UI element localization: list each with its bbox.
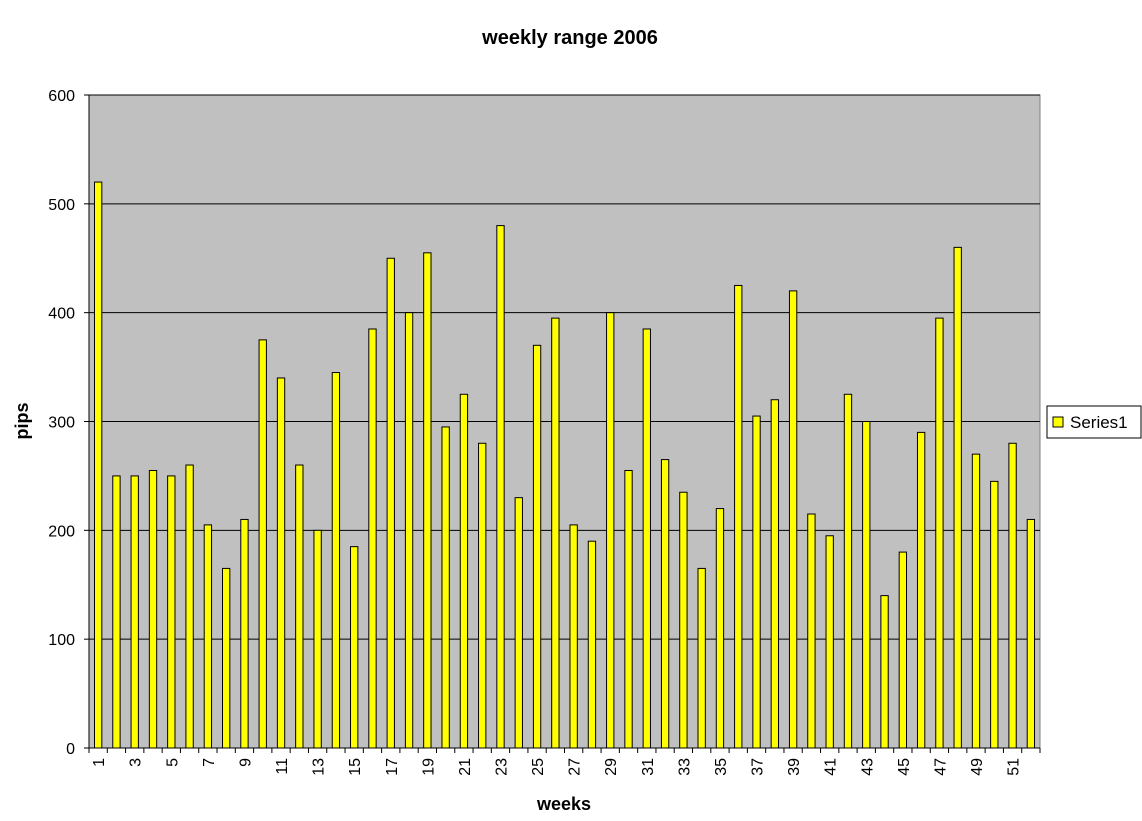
bar-week-14: [331, 372, 341, 749]
bar-week-23: [496, 225, 505, 749]
bar-week-46: [916, 431, 926, 749]
bar-week-37: [752, 415, 761, 749]
x-tick-label: 47: [932, 758, 949, 776]
bar-week-47: [935, 317, 944, 749]
x-tick-label: 45: [896, 758, 913, 776]
x-tick-label: 51: [1006, 758, 1023, 776]
bar-week-2: [112, 475, 121, 749]
bar-week-21: [459, 393, 469, 749]
bar-week-1: [93, 181, 103, 749]
bar-week-22: [478, 442, 487, 749]
bar-week-32: [660, 459, 670, 749]
x-tick-label: 33: [676, 758, 693, 776]
x-tick-label: 41: [823, 758, 840, 776]
y-tick-label: 500: [48, 197, 75, 214]
y-tick-label: 200: [48, 523, 75, 540]
x-tick-label: 21: [457, 758, 474, 776]
x-tick-label: 27: [567, 758, 584, 776]
bar-week-49: [971, 453, 981, 749]
bar-week-34: [697, 567, 706, 749]
bar-week-28: [587, 540, 597, 749]
x-tick-label: 39: [786, 758, 803, 776]
bar-week-41: [825, 535, 834, 749]
x-tick-label: 11: [274, 758, 291, 775]
bar-week-26: [551, 317, 560, 749]
x-tick-label: 19: [420, 758, 437, 776]
x-tick-label: 49: [969, 758, 986, 776]
x-tick-label: 37: [750, 758, 767, 776]
bar-week-39: [788, 290, 798, 749]
bar-week-50: [990, 480, 999, 749]
y-tick-label: 0: [66, 741, 75, 758]
bars: [93, 181, 1036, 749]
bar-week-11: [276, 377, 286, 749]
x-tick-label: 17: [384, 758, 401, 776]
x-tick-label: 13: [311, 758, 328, 776]
x-tick-label: 15: [347, 758, 364, 776]
x-tick-label: 1: [91, 758, 108, 767]
x-tick-label: 35: [713, 758, 730, 776]
x-tick-label: 7: [201, 758, 218, 767]
bar-week-18: [404, 312, 414, 749]
bar-week-13: [313, 529, 322, 749]
bar-week-33: [679, 491, 688, 749]
bar-week-52: [1026, 518, 1036, 749]
x-tick-label: 5: [164, 758, 181, 767]
y-tick-label: 300: [48, 415, 75, 432]
bar-week-40: [807, 513, 816, 749]
bar-week-38: [770, 399, 779, 749]
y-axis-title: pips: [12, 402, 32, 439]
bar-week-30: [624, 469, 633, 749]
bar-week-24: [514, 497, 523, 749]
bar-week-17: [386, 257, 395, 749]
y-tick-label: 400: [48, 306, 75, 323]
x-tick-label: 31: [640, 758, 657, 776]
bar-week-43: [862, 421, 871, 749]
y-tick-labels: 0 100 200 300 400 500 600: [48, 88, 75, 758]
x-tick-label: 25: [530, 758, 547, 776]
bar-week-36: [734, 284, 743, 749]
x-tick-label: 23: [493, 758, 510, 776]
bar-week-42: [843, 393, 853, 749]
bar-week-44: [880, 595, 889, 749]
bar-week-15: [350, 546, 359, 749]
legend-swatch: [1052, 416, 1064, 428]
x-tick-label: 29: [603, 758, 620, 776]
bar-week-19: [423, 252, 432, 749]
bar-week-8: [222, 567, 231, 749]
bar-week-29: [606, 312, 615, 749]
bar-week-10: [258, 339, 267, 749]
bar-week-7: [203, 524, 213, 749]
bar-week-9: [240, 518, 249, 749]
legend: Series1: [1046, 405, 1142, 439]
bar-week-45: [898, 551, 907, 749]
x-axis-title: weeks: [536, 794, 591, 814]
bar-week-6: [185, 464, 194, 749]
y-tick-label: 600: [48, 88, 75, 105]
x-tick-label: 3: [128, 758, 145, 767]
bar-week-48: [953, 246, 962, 749]
bar-week-3: [130, 475, 139, 749]
x-tick-label: 43: [859, 758, 876, 776]
bar-week-35: [715, 508, 725, 749]
y-tick-label: 100: [48, 632, 75, 649]
axes: [84, 94, 1041, 753]
x-tick-labels: 1 3 5 7 9 11 13 15 17 19 21 23 25 27 29 31 33 35 37 39 41 43 4…: [91, 758, 1022, 776]
bar-week-20: [441, 426, 450, 749]
bar-week-51: [1008, 442, 1017, 749]
bar-week-12: [295, 464, 304, 749]
bar-week-27: [569, 524, 578, 749]
bar-week-4: [148, 469, 158, 749]
bar-week-31: [642, 328, 651, 749]
chart-title: weekly range 2006: [481, 27, 658, 49]
bar-week-16: [368, 328, 377, 749]
bar-week-5: [167, 475, 176, 749]
legend-label: Series1: [1070, 413, 1128, 432]
bar-week-25: [532, 344, 542, 749]
x-tick-label: 9: [237, 758, 254, 767]
